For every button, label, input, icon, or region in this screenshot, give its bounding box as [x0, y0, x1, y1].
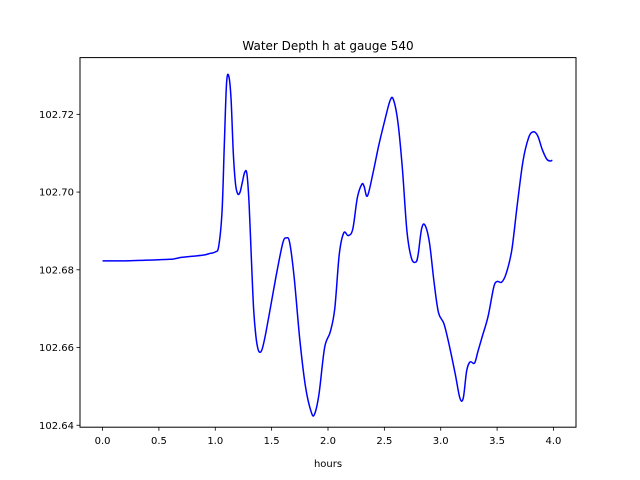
x-tick-label: 4.0: [546, 436, 562, 447]
x-tick-label: 2.5: [376, 436, 392, 447]
x-tick-label: 0.0: [95, 436, 111, 447]
chart-title: Water Depth h at gauge 540: [242, 39, 413, 53]
series-line: [102, 73, 553, 417]
x-tick-label: 2.0: [320, 436, 336, 447]
x-tick-label: 1.0: [207, 436, 223, 447]
y-tick-label: 102.68: [39, 265, 74, 276]
plot-frame: [79, 57, 577, 428]
x-tick-label: 3.0: [433, 436, 449, 447]
y-tick-label: 102.72: [39, 110, 74, 121]
x-axis-label: hours: [314, 459, 342, 470]
axis-ticks: 0.0 0.5 1.0 1.5 2.0 2.5 3.0 3.5 4.0 102.64 102.66 1…: [39, 110, 561, 447]
y-tick-label: 102.64: [39, 421, 74, 432]
x-tick-label: 0.5: [151, 436, 167, 447]
y-tick-label: 102.66: [39, 343, 74, 354]
y-tick-label: 102.70: [39, 188, 74, 199]
series-layer: [102, 73, 553, 417]
x-tick-label: 1.5: [264, 436, 280, 447]
x-tick-label: 3.5: [489, 436, 505, 447]
